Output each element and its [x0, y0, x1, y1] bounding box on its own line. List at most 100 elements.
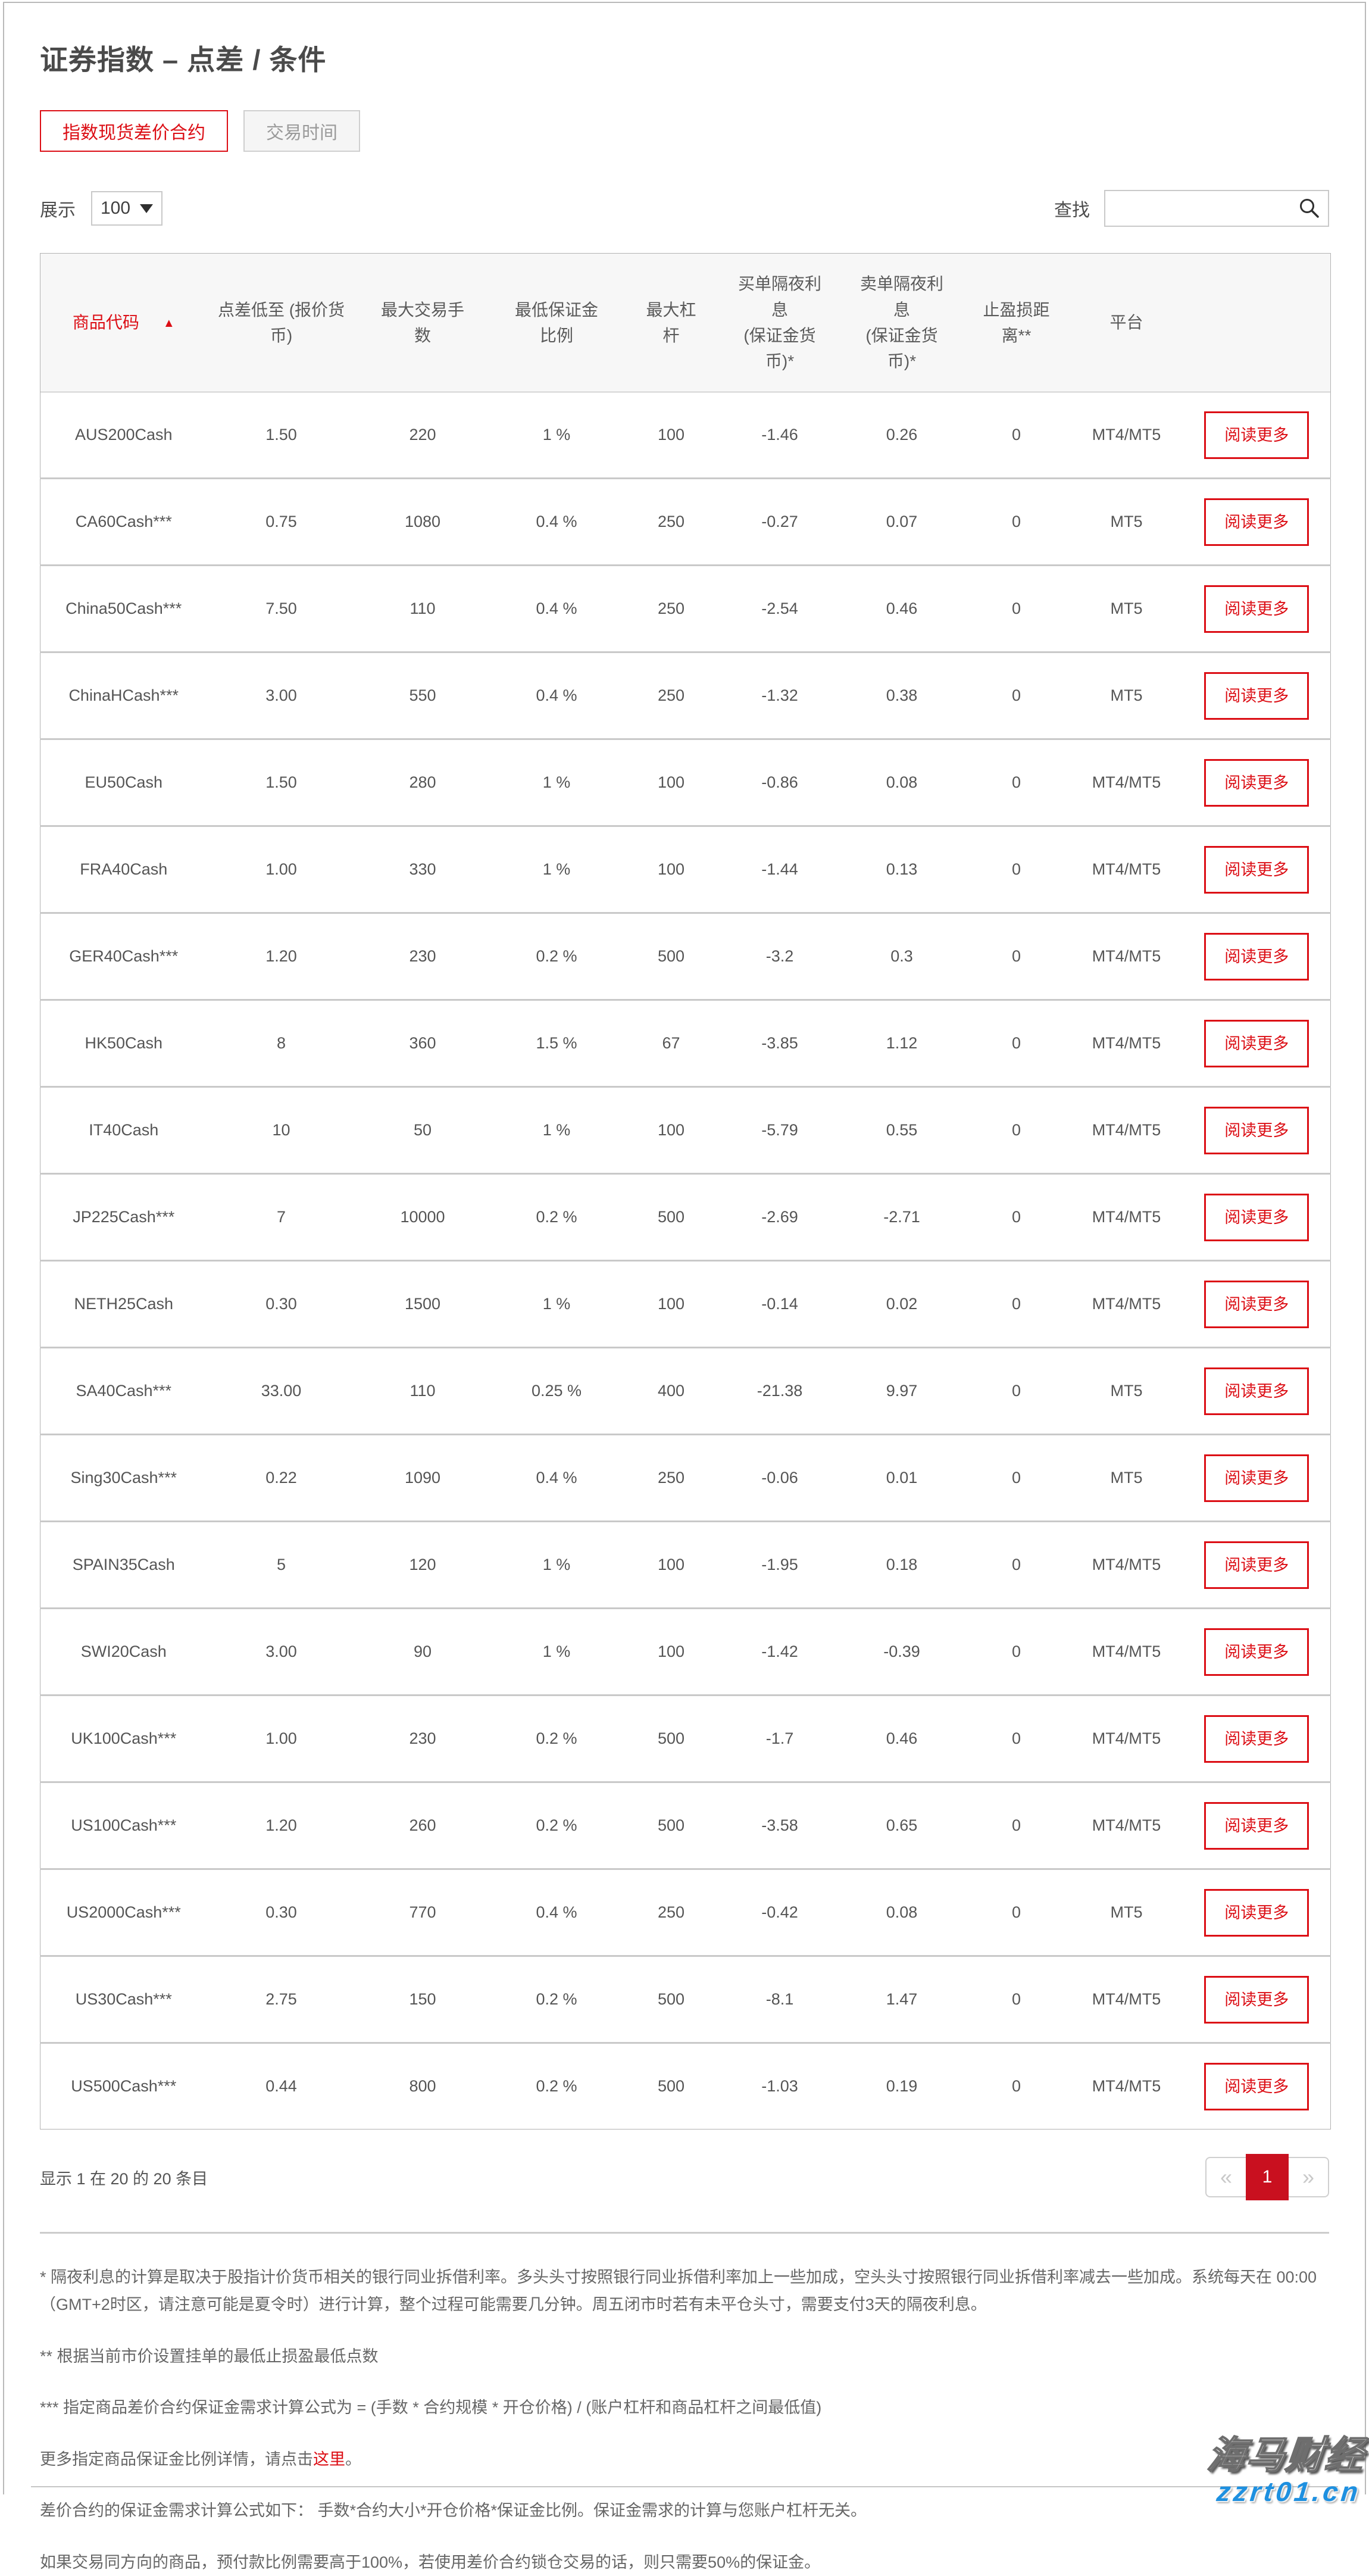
- cell-actions: 阅读更多: [1183, 1260, 1331, 1348]
- search-input[interactable]: [1104, 190, 1329, 227]
- read-more-button[interactable]: 阅读更多: [1204, 1193, 1309, 1241]
- pagination-prev-button[interactable]: «: [1220, 2165, 1233, 2189]
- read-more-button[interactable]: 阅读更多: [1204, 585, 1309, 633]
- pagination: « 1 »: [1205, 2154, 1329, 2200]
- cell-min-margin: 0.25 %: [489, 1347, 624, 1435]
- cell-max-lots: 10000: [355, 1173, 490, 1261]
- cell-symbol: ChinaHCash***: [40, 651, 207, 739]
- read-more-button[interactable]: 阅读更多: [1204, 1106, 1309, 1154]
- read-more-button[interactable]: 阅读更多: [1204, 1541, 1309, 1589]
- cell-platform: MT4/MT5: [1070, 392, 1183, 479]
- read-more-button[interactable]: 阅读更多: [1204, 498, 1309, 546]
- cell-swap-long: -1.42: [718, 1607, 841, 1696]
- cell-stop-level: 0: [962, 1434, 1070, 1522]
- cell-platform: MT4/MT5: [1070, 2042, 1183, 2130]
- read-more-button[interactable]: 阅读更多: [1204, 845, 1309, 894]
- cell-swap-long: -0.42: [718, 1868, 841, 1956]
- column-header-stop-level[interactable]: 止盈损距 离**: [962, 253, 1070, 392]
- read-more-button[interactable]: 阅读更多: [1204, 1975, 1309, 2024]
- cell-max-lots: 260: [355, 1781, 490, 1869]
- cell-swap-short: 0.46: [840, 564, 963, 652]
- table-body: AUS200Cash 1.50 220 1 % 100 -1.46 0.26 0…: [40, 392, 1331, 2130]
- read-more-button[interactable]: 阅读更多: [1204, 1280, 1309, 1328]
- tab-trading-hours[interactable]: 交易时间: [243, 110, 360, 152]
- cell-symbol: SPAIN35Cash: [40, 1520, 207, 1609]
- read-more-button[interactable]: 阅读更多: [1204, 1801, 1309, 1850]
- cell-spread: 3.00: [207, 1607, 356, 1696]
- read-more-button[interactable]: 阅读更多: [1204, 672, 1309, 720]
- cell-actions: 阅读更多: [1183, 1520, 1331, 1609]
- read-more-button[interactable]: 阅读更多: [1204, 2062, 1309, 2110]
- column-header-spread[interactable]: 点差低至 (报价货 币): [207, 253, 356, 392]
- cell-actions: 阅读更多: [1183, 1781, 1331, 1869]
- cell-min-margin: 0.2 %: [489, 1173, 624, 1261]
- cell-platform: MT5: [1070, 1434, 1183, 1522]
- cell-platform: MT4/MT5: [1070, 1694, 1183, 1782]
- column-header-min-margin[interactable]: 最低保证金 比例: [489, 253, 624, 392]
- cell-swap-long: -1.32: [718, 651, 841, 739]
- cell-platform: MT4/MT5: [1070, 1955, 1183, 2043]
- table-row: US30Cash*** 2.75 150 0.2 % 500 -8.1 1.47…: [40, 1955, 1331, 2043]
- cell-stop-level: 0: [962, 651, 1070, 739]
- cell-max-lots: 280: [355, 738, 490, 826]
- cell-spread: 7: [207, 1173, 356, 1261]
- column-header-swap-short[interactable]: 卖单隔夜利 息 (保证金货 币)*: [840, 253, 963, 392]
- table-row: SA40Cash*** 33.00 110 0.25 % 400 -21.38 …: [40, 1347, 1331, 1435]
- cell-symbol: US30Cash***: [40, 1955, 207, 2043]
- cell-stop-level: 0: [962, 825, 1070, 913]
- here-link[interactable]: 这里: [313, 2450, 345, 2468]
- pagination-next-button[interactable]: »: [1302, 2165, 1315, 2189]
- read-more-button[interactable]: 阅读更多: [1204, 758, 1309, 807]
- page-size-select[interactable]: 100: [91, 191, 162, 226]
- table-row: US2000Cash*** 0.30 770 0.4 % 250 -0.42 0…: [40, 1868, 1331, 1956]
- cell-symbol: UK100Cash***: [40, 1694, 207, 1782]
- cell-max-leverage: 100: [623, 1607, 719, 1696]
- cell-symbol: EU50Cash: [40, 738, 207, 826]
- footnotes: * 隔夜利息的计算是取决于股指计价货币相关的银行同业拆借利率。多头头寸按照银行同…: [40, 2263, 1329, 2576]
- column-header-symbol[interactable]: 商品代码 ▲: [40, 253, 207, 392]
- cell-swap-short: 0.08: [840, 1868, 963, 1956]
- cell-platform: MT4/MT5: [1070, 1781, 1183, 1869]
- cell-platform: MT4/MT5: [1070, 1260, 1183, 1348]
- cell-max-leverage: 250: [623, 564, 719, 652]
- cell-swap-short: 0.26: [840, 392, 963, 479]
- read-more-button[interactable]: 阅读更多: [1204, 1715, 1309, 1763]
- cell-actions: 阅读更多: [1183, 1434, 1331, 1522]
- column-header-swap-long[interactable]: 买单隔夜利 息 (保证金货 币)*: [718, 253, 841, 392]
- pagination-page-1[interactable]: 1: [1246, 2154, 1289, 2200]
- cell-min-margin: 0.2 %: [489, 912, 624, 1000]
- cell-spread: 0.30: [207, 1260, 356, 1348]
- column-header-max-lots[interactable]: 最大交易手 数: [355, 253, 490, 392]
- cell-min-margin: 1 %: [489, 392, 624, 479]
- cell-actions: 阅读更多: [1183, 651, 1331, 739]
- read-more-button[interactable]: 阅读更多: [1204, 932, 1309, 981]
- read-more-button[interactable]: 阅读更多: [1204, 1019, 1309, 1067]
- cell-swap-long: -1.95: [718, 1520, 841, 1609]
- cell-max-leverage: 500: [623, 1955, 719, 2043]
- cell-min-margin: 1 %: [489, 1520, 624, 1609]
- read-more-button[interactable]: 阅读更多: [1204, 411, 1309, 459]
- cell-swap-long: -3.85: [718, 999, 841, 1087]
- column-header-platform[interactable]: 平台: [1070, 253, 1183, 392]
- cell-spread: 0.30: [207, 1868, 356, 1956]
- table-row: IT40Cash 10 50 1 % 100 -5.79 0.55 0 MT4/…: [40, 1086, 1331, 1174]
- cell-swap-short: 0.55: [840, 1086, 963, 1174]
- read-more-button[interactable]: 阅读更多: [1204, 1888, 1309, 1937]
- cell-actions: 阅读更多: [1183, 1607, 1331, 1696]
- read-more-button[interactable]: 阅读更多: [1204, 1367, 1309, 1415]
- tab-index-cash-cfd[interactable]: 指数现货差价合约: [40, 110, 228, 152]
- column-header-actions: [1183, 253, 1331, 392]
- cell-max-lots: 1080: [355, 477, 490, 566]
- read-more-button[interactable]: 阅读更多: [1204, 1454, 1309, 1502]
- cell-spread: 1.20: [207, 1781, 356, 1869]
- cell-symbol: US500Cash***: [40, 2042, 207, 2130]
- cell-spread: 0.44: [207, 2042, 356, 2130]
- cell-swap-short: 0.3: [840, 912, 963, 1000]
- column-header-max-leverage[interactable]: 最大杠 杆: [623, 253, 719, 392]
- cell-swap-long: -8.1: [718, 1955, 841, 2043]
- search-icon[interactable]: [1298, 197, 1321, 220]
- cell-actions: 阅读更多: [1183, 825, 1331, 913]
- read-more-button[interactable]: 阅读更多: [1204, 1628, 1309, 1676]
- cell-swap-short: 0.18: [840, 1520, 963, 1609]
- cell-min-margin: 0.4 %: [489, 564, 624, 652]
